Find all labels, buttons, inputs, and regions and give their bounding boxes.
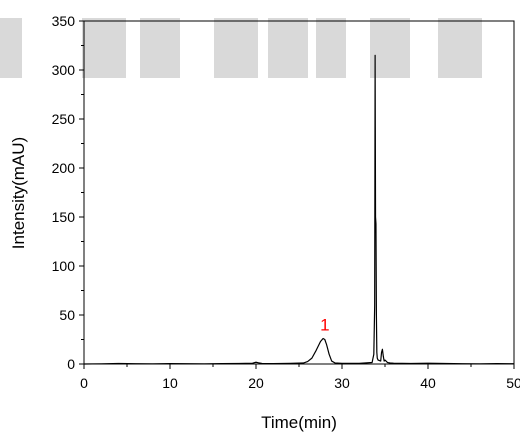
y-tick-label: 250 — [52, 111, 76, 127]
annotations: 1 — [320, 316, 329, 335]
y-tick-label: 200 — [52, 160, 76, 176]
x-tick-label: 0 — [80, 375, 88, 391]
x-tick-label: 20 — [248, 375, 264, 391]
y-tick-label: 300 — [52, 62, 76, 78]
watermark — [0, 18, 482, 78]
y-tick-label: 50 — [59, 307, 75, 323]
x-tick-label: 40 — [420, 375, 436, 391]
x-tick-label: 30 — [334, 375, 350, 391]
series-group — [83, 54, 515, 365]
ticks: 0 10 20 30 40 50 0 50 100 150 200 250 300 350 — [52, 13, 520, 391]
x-tick-label: 10 — [162, 375, 178, 391]
y-tick-label: 0 — [67, 356, 75, 372]
x-tick-label: 50 — [506, 375, 520, 391]
y-tick-label: 150 — [52, 209, 76, 225]
y-tick-label: 100 — [52, 258, 76, 274]
x-axis-label: Time(min) — [261, 413, 337, 432]
y-axis-label: Intensity(mAU) — [9, 137, 28, 249]
series-line — [83, 54, 515, 365]
peak-label: 1 — [320, 316, 329, 335]
y-tick-label: 350 — [52, 13, 76, 29]
